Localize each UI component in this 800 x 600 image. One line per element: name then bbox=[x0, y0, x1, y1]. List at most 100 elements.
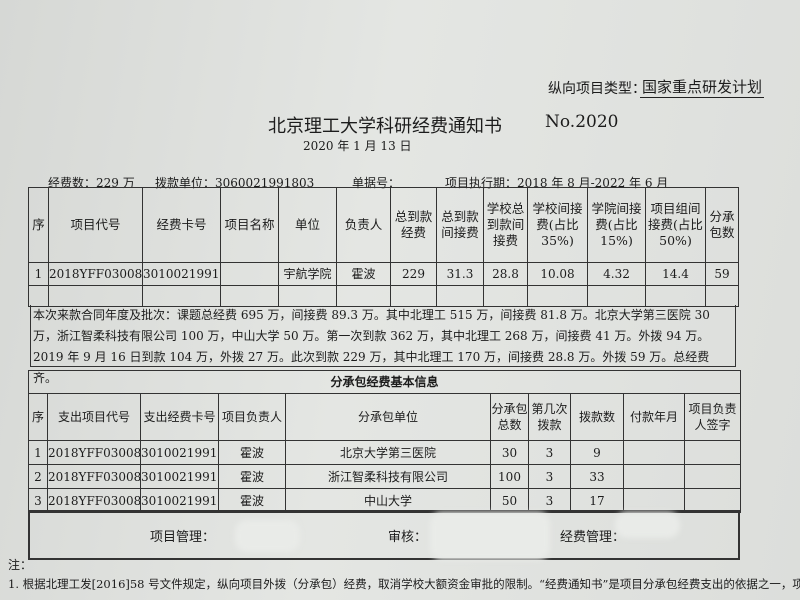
column-header: 分承包单位 bbox=[285, 393, 491, 441]
notes-heading: 注： bbox=[8, 558, 33, 572]
table-cell: 10.08 bbox=[527, 262, 588, 286]
table-cell bbox=[683, 464, 742, 489]
project-mgmt-label: 项目管理： bbox=[150, 530, 216, 545]
table-cell: 14.4 bbox=[645, 262, 706, 286]
column-header: 总到款间接费 bbox=[436, 187, 484, 263]
column-header: 项目负责人签字 bbox=[683, 393, 742, 441]
column-header: 项目代号 bbox=[48, 187, 143, 263]
table-cell: 霍波 bbox=[218, 464, 286, 489]
table-cell: 3 bbox=[528, 464, 571, 489]
table-row: 22018YFF03008053010021991803霍波浙江智柔科技有限公司… bbox=[28, 464, 742, 489]
review-label: 审核： bbox=[388, 530, 428, 545]
funding-table: 序项目代号 经费卡号 项目名称 单位 负责人 总到款经费 总到款间接费 学校总到款间接费 学校间… bbox=[28, 187, 739, 307]
empty-cell bbox=[28, 285, 49, 307]
project-type-value: 国家重点研发计划 bbox=[640, 78, 765, 98]
table-cell: 2018YFF0300805 bbox=[47, 464, 141, 489]
table-cell: 59 bbox=[705, 262, 739, 286]
signature-row: 项目管理： 审核： 经费管理： bbox=[28, 510, 740, 560]
column-header: 项目名称 bbox=[220, 187, 279, 263]
project-type-label: 纵向项目类型： bbox=[548, 81, 646, 97]
amount: 经费数：229 万 bbox=[48, 176, 135, 190]
period: 项目执行期：2018 年 8 月-2022 年 6 月 bbox=[445, 176, 669, 190]
table-cell bbox=[220, 262, 279, 286]
table-cell: 9 bbox=[570, 440, 624, 465]
column-header: 序 bbox=[28, 393, 48, 441]
table-cell: 宇航学院 bbox=[278, 262, 337, 286]
column-header: 序 bbox=[28, 187, 49, 263]
subcontract-table: 分承包经费基本信息 序支出项目代号 支出经费卡号 项目负责人 分承包单位 分承包总数 第几… bbox=[27, 370, 742, 513]
table-cell: 霍波 bbox=[336, 262, 391, 286]
table-cell bbox=[623, 488, 685, 513]
column-header: 付款年月 bbox=[623, 393, 685, 441]
table-cell: 3010021991803 bbox=[140, 464, 219, 489]
column-header: 项目负责人 bbox=[218, 393, 286, 441]
column-header: 分承包数 bbox=[705, 187, 739, 263]
table-cell: 3010021991803 bbox=[140, 440, 219, 465]
table-cell: 2018YFF0300805 bbox=[48, 262, 143, 286]
table-cell: 3 bbox=[528, 440, 571, 465]
table-cell: 2018YFF0300805 bbox=[47, 440, 141, 465]
doc-no: 单据号： bbox=[352, 176, 401, 190]
empty-cell bbox=[587, 285, 646, 307]
table-cell bbox=[683, 440, 742, 465]
table-cell: 229 bbox=[390, 262, 437, 286]
column-header: 项目组间接费(占比 50%) bbox=[645, 187, 706, 263]
empty-cell bbox=[436, 285, 484, 307]
column-header: 单位 bbox=[278, 187, 337, 263]
empty-cell bbox=[336, 285, 391, 307]
table-cell: 17 bbox=[570, 488, 624, 513]
empty-cell bbox=[705, 285, 739, 307]
table-cell: 1 bbox=[28, 440, 48, 465]
column-header: 负责人 bbox=[336, 187, 391, 263]
table-cell: 2 bbox=[28, 464, 48, 489]
table-row: 12018YFF03008053010021991803霍波北京大学第三医院30… bbox=[28, 440, 742, 465]
table-row: 32018YFF03008053010021991803霍波中山大学50317 bbox=[28, 488, 742, 513]
column-header: 支出经费卡号 bbox=[140, 393, 219, 441]
column-header: 拨款数 bbox=[570, 393, 624, 441]
redacted-signature bbox=[615, 512, 680, 538]
empty-cell bbox=[278, 285, 337, 307]
empty-cell bbox=[48, 285, 143, 307]
redacted-signature bbox=[235, 520, 300, 552]
document-title: 北京理工大学科研经费通知书 bbox=[268, 116, 502, 137]
table-cell: 3 bbox=[528, 488, 571, 513]
table-cell: 2018YFF0300805 bbox=[47, 488, 141, 513]
empty-cell bbox=[645, 285, 706, 307]
column-header: 学校间接费(占比 35%) bbox=[527, 187, 588, 263]
table-cell: 浙江智柔科技有限公司 bbox=[285, 464, 491, 489]
table-cell: 30 bbox=[490, 440, 529, 465]
note-item-1: 1. 根据北理工发[2016]58 号文件规定，纵向项目外拨（分承包）经费，取消… bbox=[8, 577, 800, 591]
table-cell: 50 bbox=[490, 488, 529, 513]
table-cell: 霍波 bbox=[218, 488, 286, 513]
table-cell: 3010021991803 bbox=[140, 488, 219, 513]
table-cell: 3010021991803 bbox=[142, 262, 221, 286]
payer: 拨款单位：3060021991803 bbox=[155, 176, 315, 190]
table-cell bbox=[623, 440, 685, 465]
empty-cell bbox=[483, 285, 528, 307]
column-header: 第几次拨款 bbox=[528, 393, 571, 441]
empty-cell bbox=[142, 285, 221, 307]
table-cell: 中山大学 bbox=[285, 488, 491, 513]
document-number: No.2020 bbox=[545, 112, 619, 132]
table-cell: 霍波 bbox=[218, 440, 286, 465]
subcontract-title: 分承包经费基本信息 bbox=[27, 370, 742, 394]
column-header: 经费卡号 bbox=[142, 187, 221, 263]
table-cell: 33 bbox=[570, 464, 624, 489]
funding-note: 本次来款合同年度及批次：课题总经费 695 万，间接费 89.3 万。其中北理工… bbox=[30, 305, 736, 385]
column-header: 学院间接费(占比 15%) bbox=[587, 187, 646, 263]
empty-cell bbox=[390, 285, 437, 307]
document-date: 2020 年 1 月 13 日 bbox=[303, 139, 412, 153]
column-header: 分承包总数 bbox=[490, 393, 529, 441]
column-header: 学校总到款间接费 bbox=[483, 187, 528, 263]
table-cell: 4.32 bbox=[587, 262, 646, 286]
finance-mgmt-label: 经费管理： bbox=[560, 530, 626, 545]
table-cell: 北京大学第三医院 bbox=[285, 440, 491, 465]
empty-cell bbox=[220, 285, 279, 307]
column-header: 总到款经费 bbox=[390, 187, 437, 263]
redacted-signature bbox=[430, 512, 550, 560]
table-cell: 28.8 bbox=[483, 262, 528, 286]
table-cell: 3 bbox=[28, 488, 48, 513]
empty-cell bbox=[527, 285, 588, 307]
table-cell: 1 bbox=[28, 262, 49, 286]
table-cell bbox=[623, 464, 685, 489]
